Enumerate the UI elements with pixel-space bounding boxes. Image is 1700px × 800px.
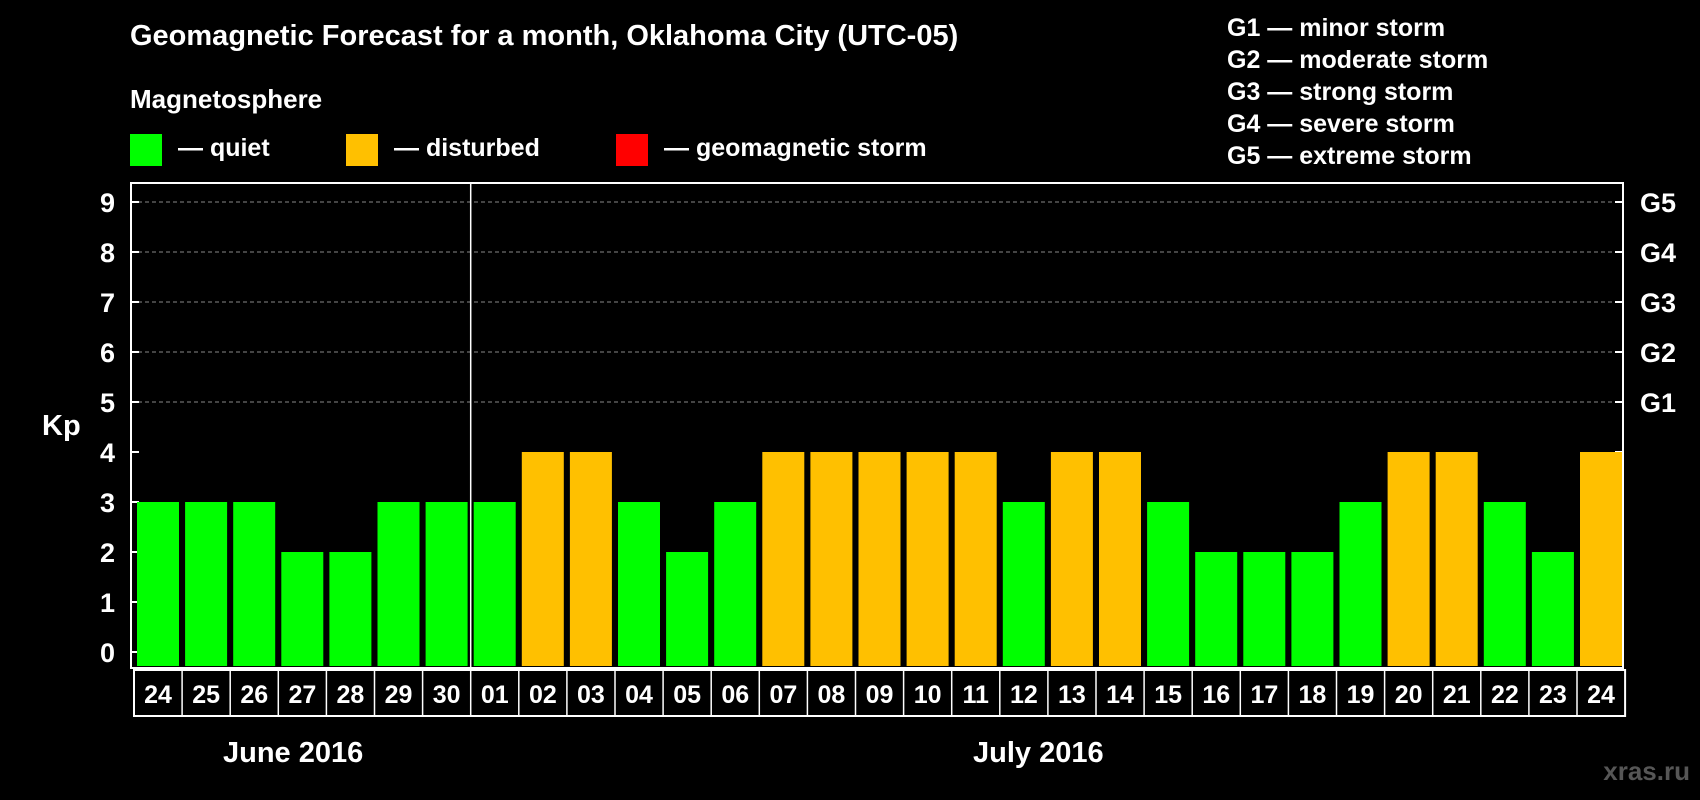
kp-bar — [858, 452, 901, 666]
g-axis-label: G1 — [1640, 388, 1676, 418]
x-tick-label: 19 — [1347, 681, 1375, 709]
g-axis-label: G2 — [1640, 338, 1676, 368]
x-tick-label: 28 — [337, 681, 365, 709]
x-tick-label: 20 — [1395, 681, 1423, 709]
kp-bar — [1435, 452, 1478, 666]
x-tick-label: 17 — [1250, 681, 1278, 709]
x-tick-label: 24 — [144, 681, 172, 709]
legend-heading: Magnetosphere — [130, 84, 323, 114]
date-table — [133, 669, 1627, 717]
x-tick-label: 06 — [721, 681, 749, 709]
kp-bar — [569, 452, 612, 666]
kp-bar — [810, 452, 853, 666]
kp-bar — [1147, 502, 1190, 666]
x-tick-label: 16 — [1202, 681, 1230, 709]
legend-label-quiet: — quiet — [178, 134, 270, 162]
y-tick-label: 4 — [100, 438, 115, 468]
g-scale-g1: G1 — minor storm — [1227, 14, 1446, 42]
watermark: xras.ru — [1603, 756, 1690, 786]
x-tick-label: 27 — [288, 681, 316, 709]
kp-bar — [473, 502, 516, 666]
chart-title: Geomagnetic Forecast for a month, Oklaho… — [130, 20, 959, 52]
x-tick-label: 25 — [192, 681, 220, 709]
x-tick-label: 22 — [1491, 681, 1519, 709]
x-tick-label: 23 — [1539, 681, 1567, 709]
x-tick-label: 30 — [433, 681, 461, 709]
y-tick-label: 2 — [100, 538, 115, 568]
kp-bar — [1531, 552, 1574, 666]
y-tick-label: 3 — [100, 488, 115, 518]
kp-bar — [1002, 502, 1045, 666]
legend-swatch-quiet — [130, 134, 162, 166]
kp-bar — [618, 502, 660, 666]
kp-bar — [762, 452, 805, 666]
y-tick-label: 0 — [100, 638, 115, 668]
kp-bar — [1291, 552, 1334, 666]
kp-bar — [1483, 502, 1526, 666]
x-tick-label: 02 — [529, 681, 557, 709]
kp-bar — [425, 502, 468, 666]
legend-label-disturbed: — disturbed — [394, 134, 540, 162]
legend-label-storm: — geomagnetic storm — [664, 134, 927, 162]
x-tick-label: 14 — [1106, 681, 1134, 709]
g-axis-label: G3 — [1640, 288, 1676, 318]
x-tick-label: 05 — [673, 681, 701, 709]
g-scale-g4: G4 — severe storm — [1227, 110, 1455, 138]
kp-bar — [1099, 452, 1141, 666]
g-scale-g3: G3 — strong storm — [1227, 78, 1454, 106]
g-scale-g2: G2 — moderate storm — [1227, 46, 1489, 74]
month-label-july: July 2016 — [973, 737, 1104, 769]
kp-bar — [185, 502, 228, 666]
legend-swatch-storm — [616, 134, 648, 166]
x-tick-label: 11 — [963, 681, 990, 709]
x-tick-label: 08 — [818, 681, 846, 709]
g-scale-g5: G5 — extreme storm — [1227, 142, 1472, 170]
x-tick-label: 10 — [914, 681, 942, 709]
x-tick-label: 26 — [240, 681, 268, 709]
kp-bar — [521, 452, 564, 666]
kp-bar — [233, 502, 276, 666]
kp-bar — [1243, 552, 1286, 666]
y-tick-label: 9 — [100, 188, 115, 218]
y-tick-label: 8 — [100, 238, 115, 268]
x-tick-label: 15 — [1154, 681, 1182, 709]
kp-bar — [377, 502, 420, 666]
kp-bar — [1580, 452, 1622, 666]
kp-bar — [1387, 452, 1430, 666]
kp-bar — [954, 452, 997, 666]
x-tick-label: 04 — [625, 681, 653, 709]
x-tick-label: 12 — [1010, 681, 1038, 709]
kp-bar — [281, 552, 324, 666]
kp-bar — [1195, 552, 1238, 666]
x-tick-label: 29 — [385, 681, 413, 709]
x-tick-label: 18 — [1299, 681, 1327, 709]
x-tick-label: 13 — [1058, 681, 1086, 709]
kp-bar — [1339, 502, 1382, 666]
x-tick-label: 09 — [866, 681, 894, 709]
x-tick-label: 21 — [1443, 681, 1471, 709]
y-tick-label: 7 — [100, 288, 115, 318]
plot-frame — [130, 182, 1624, 669]
y-tick-label: 1 — [100, 588, 115, 618]
kp-bar — [906, 452, 949, 666]
x-tick-label: 07 — [769, 681, 797, 709]
kp-bar — [137, 502, 179, 666]
month-label-june: June 2016 — [223, 737, 364, 769]
g-axis-label: G4 — [1640, 238, 1676, 268]
kp-bar — [1050, 452, 1093, 666]
x-tick-label: 24 — [1587, 681, 1615, 709]
x-tick-label: 03 — [577, 681, 605, 709]
x-tick-label: 01 — [481, 681, 509, 709]
kp-bar — [714, 502, 757, 666]
y-tick-label: 6 — [100, 338, 115, 368]
kp-bar — [329, 552, 372, 666]
legend-swatch-disturbed — [346, 134, 378, 166]
y-axis-label: Kp — [42, 410, 81, 442]
y-tick-label: 5 — [100, 388, 115, 418]
g-axis-label: G5 — [1640, 188, 1676, 218]
kp-bar — [666, 552, 709, 666]
